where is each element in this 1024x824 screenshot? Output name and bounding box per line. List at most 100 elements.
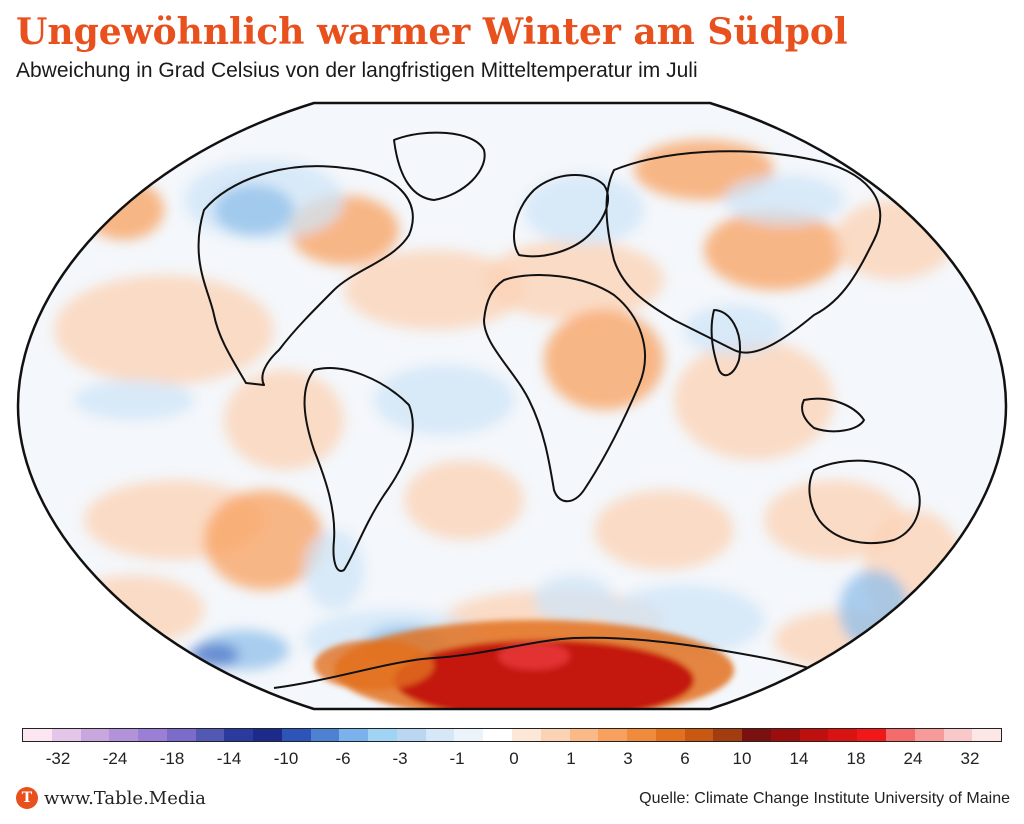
color-swatch: [138, 729, 167, 741]
color-swatch: [655, 729, 685, 741]
anomaly-patch: [594, 490, 734, 570]
color-scale-tick-label: 10: [732, 749, 752, 768]
anomaly-patch: [204, 490, 324, 590]
anomaly-patch: [84, 180, 164, 240]
anomaly-patch: [544, 310, 664, 410]
color-swatch: [224, 729, 254, 741]
anomaly-patch: [764, 480, 904, 560]
color-swatch: [454, 729, 484, 741]
color-swatch: [23, 729, 52, 741]
anomaly-patch: [74, 380, 194, 420]
continent-outline: [605, 150, 882, 354]
color-scale-ticks: -32 -24 -18 -14 -10 -6 -3 -1 0 1 3 6 10 14 18 24 32: [22, 748, 1002, 770]
table-media-logo-icon: T: [16, 787, 38, 809]
source-credit: Quelle: Climate Change Institute Univers…: [639, 790, 1010, 807]
color-scale-tick-label: -1: [449, 749, 465, 768]
color-scale-tick-label: -18: [159, 749, 185, 768]
chart-subtitle: Abweichung in Grad Celsius von der langf…: [16, 59, 698, 82]
weddell-warm-zone: [314, 640, 434, 690]
continent-outline: [801, 397, 865, 433]
color-swatch: [253, 729, 282, 741]
color-swatch: [51, 729, 81, 741]
brand-url[interactable]: www.Table.Media: [44, 787, 206, 809]
color-swatch: [483, 729, 513, 741]
color-swatch: [512, 729, 541, 741]
anomaly-patch: [344, 250, 524, 330]
anomaly-patch: [484, 240, 664, 320]
anomaly-patch: [304, 530, 364, 610]
color-scale-tick-label: 6: [680, 749, 690, 768]
continent-outline: [808, 459, 921, 544]
color-scale-tick-label: 32: [960, 749, 980, 768]
color-scale-tick-label: 0: [509, 749, 519, 768]
anomaly-patch: [64, 575, 204, 645]
color-swatch: [799, 729, 829, 741]
anomaly-patch: [534, 575, 614, 625]
color-scale-tick-label: -14: [216, 749, 242, 768]
color-swatch: [627, 729, 656, 741]
anomaly-patch: [674, 340, 834, 460]
color-swatch: [569, 729, 599, 741]
continent-outline: [513, 174, 609, 258]
color-swatch: [914, 729, 944, 741]
continent-outline: [273, 636, 895, 691]
anomaly-field: [18, 103, 1006, 709]
color-swatch: [828, 729, 858, 741]
anomaly-patch: [54, 275, 274, 385]
anomaly-patch: [724, 175, 844, 225]
color-scale-tick-label: 14: [789, 749, 809, 768]
color-scale-tick-label: -32: [45, 749, 71, 768]
continent-outline: [197, 165, 414, 386]
color-scale-tick-label: 18: [846, 749, 866, 768]
color-swatch: [166, 729, 196, 741]
anomaly-patch: [524, 175, 644, 245]
anomaly-patch: [684, 305, 784, 355]
color-swatch: [80, 729, 110, 741]
color-scale-bar: [22, 728, 1002, 742]
color-scale-tick-label: -10: [273, 749, 299, 768]
antarctic-hot-zone: [394, 640, 694, 709]
color-scale-tick-label: 1: [566, 749, 576, 768]
color-scale-tick-label: 3: [623, 749, 633, 768]
anomaly-patch: [834, 200, 954, 280]
world-map-svg: [16, 101, 1008, 711]
color-swatch: [195, 729, 225, 741]
color-swatch: [742, 729, 771, 741]
continent-outline: [393, 131, 486, 201]
color-scale-tick-label: 24: [903, 749, 923, 768]
anomaly-patch: [839, 570, 909, 650]
continent-outline: [483, 274, 646, 503]
color-swatch: [368, 729, 397, 741]
continent-outline: [710, 309, 741, 377]
color-swatch: [943, 729, 973, 741]
chart-title: Ungewöhnlich warmer Winter am Südpol: [16, 11, 848, 53]
anomaly-patch: [189, 643, 239, 667]
color-swatch: [885, 729, 915, 741]
color-swatch: [972, 729, 1002, 741]
anomaly-patch: [214, 185, 294, 235]
continent-outline: [303, 367, 414, 572]
color-scale-tick-label: -3: [392, 749, 408, 768]
anomaly-patch: [374, 365, 514, 435]
color-swatch: [713, 729, 743, 741]
map-outline: [16, 101, 1008, 711]
color-scale-tick-label: -6: [335, 749, 351, 768]
color-swatch: [857, 729, 886, 741]
color-swatch: [598, 729, 628, 741]
color-swatch: [281, 729, 311, 741]
anomaly-patch: [704, 210, 844, 290]
anomaly-patch: [404, 460, 524, 540]
antarctic-hot-core: [498, 642, 570, 670]
anomaly-patch: [224, 370, 344, 470]
color-swatch: [339, 729, 369, 741]
color-swatch: [770, 729, 800, 741]
color-swatch: [684, 729, 714, 741]
color-swatch: [425, 729, 455, 741]
temperature-anomaly-map: [14, 100, 1010, 712]
color-swatch: [540, 729, 570, 741]
color-scale-tick-label: -24: [102, 749, 128, 768]
color-swatch: [109, 729, 139, 741]
color-swatch: [310, 729, 340, 741]
color-swatch: [396, 729, 426, 741]
brand: T www.Table.Media: [16, 786, 206, 810]
